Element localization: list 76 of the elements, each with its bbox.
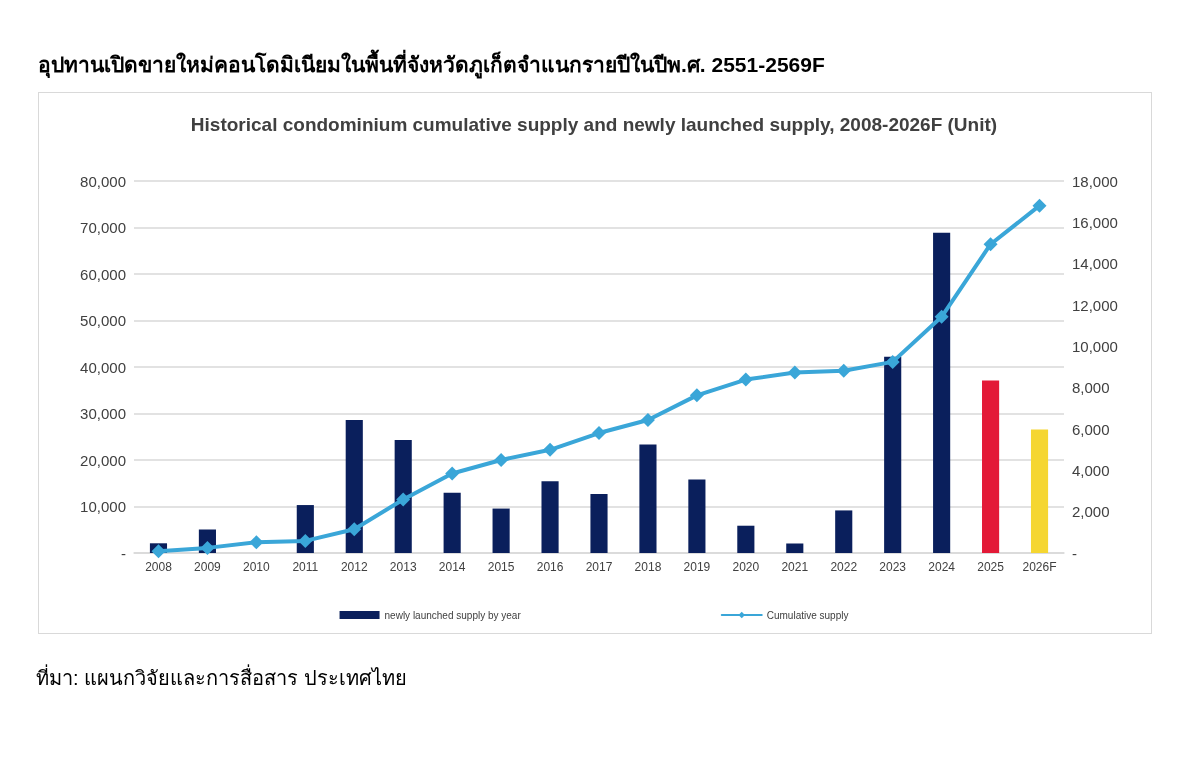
bar [541, 481, 559, 553]
bar [590, 494, 608, 553]
y2-tick-label: 2,000 [1072, 503, 1110, 521]
y2-tick-label: 8,000 [1072, 379, 1110, 397]
bar [884, 356, 902, 553]
y-tick-label: - [121, 544, 126, 562]
point [592, 426, 606, 441]
bar [835, 510, 853, 553]
legend-label: newly launched supply by year [384, 609, 522, 621]
point [1032, 198, 1047, 213]
x-tick-label: 2010 [243, 560, 271, 574]
y-tick-label: 80,000 [80, 172, 126, 190]
y-tick-label: 40,000 [80, 358, 126, 376]
point [787, 365, 802, 380]
x-tick-label: 2012 [340, 560, 368, 574]
x-tick-label: 2023 [879, 560, 907, 574]
x-tick-label: 2011 [292, 560, 319, 574]
point [249, 535, 264, 550]
point [151, 544, 166, 559]
y-tick-label: 10,000 [80, 498, 126, 515]
x-tick-label: 2020 [732, 560, 760, 574]
point [543, 442, 558, 457]
point [689, 388, 704, 403]
point [298, 533, 313, 548]
y-tick-label: 60,000 [80, 265, 126, 283]
bar [345, 420, 363, 553]
bar [443, 492, 461, 553]
bar [639, 444, 657, 553]
y-tick-label: 30,000 [80, 405, 126, 422]
y2-tick-label: 4,000 [1072, 461, 1110, 479]
point [885, 354, 900, 369]
bar [492, 508, 510, 553]
y2-tick-label: 6,000 [1072, 420, 1110, 438]
point [836, 363, 851, 378]
y2-tick-label: 10,000 [1072, 337, 1118, 355]
bar [933, 232, 951, 553]
text: ที่มา: แผนกวิจัยและการสื่อสาร ประเทศไทย [35, 663, 408, 691]
bar [688, 479, 706, 553]
bar [982, 380, 1000, 553]
point [494, 453, 509, 467]
y-tick-label: 70,000 [80, 219, 126, 236]
point [396, 492, 411, 507]
point [347, 522, 362, 537]
point [640, 413, 655, 428]
x-tick-label: 2026F [1022, 560, 1057, 574]
x-tick-label: 2013 [389, 560, 417, 574]
point [983, 237, 998, 252]
x-tick-label: 2009 [194, 560, 222, 574]
y2-tick-label: - [1072, 544, 1077, 562]
y-tick-label: 50,000 [80, 312, 126, 329]
x-tick-label: 2021 [781, 560, 809, 574]
y2-tick-label: 12,000 [1072, 296, 1118, 314]
y2-tick-label: 16,000 [1072, 213, 1118, 231]
x-tick-label: 2024 [928, 560, 956, 574]
chart-title: Historical condominium cumulative supply and newly launched supply, 2008-2026F (Unit) [190, 113, 998, 135]
y2-tick-label: 18,000 [1072, 172, 1118, 190]
x-tick-label: 2015 [487, 560, 515, 574]
legend-label: Cumulative supply [766, 609, 849, 621]
x-tick-label: 2016 [536, 560, 564, 574]
x-tick-label: 2018 [634, 560, 662, 574]
bar [737, 525, 755, 553]
x-tick-label: 2025 [977, 560, 1005, 574]
x-tick-label: 2008 [145, 560, 173, 574]
x-tick-label: 2019 [683, 560, 711, 574]
x-tick-label: 2014 [438, 560, 466, 574]
point [934, 309, 949, 324]
bar [1030, 429, 1049, 553]
bar [786, 543, 804, 553]
point [738, 372, 753, 387]
chart-subtitle: อุปทานเปิดขายใหม่คอนโดมิเนียมในพื้นที่จังหวัดภูเก็ตจำแนกรายปีในปีพ.ศ. 2551-2569F [37, 48, 826, 81]
y-tick-label: 20,000 [80, 451, 126, 469]
y2-tick-label: 14,000 [1072, 255, 1118, 273]
x-tick-label: 2017 [585, 560, 613, 574]
point [445, 466, 460, 481]
x-tick-label: 2022 [830, 560, 858, 574]
bar [394, 439, 412, 553]
